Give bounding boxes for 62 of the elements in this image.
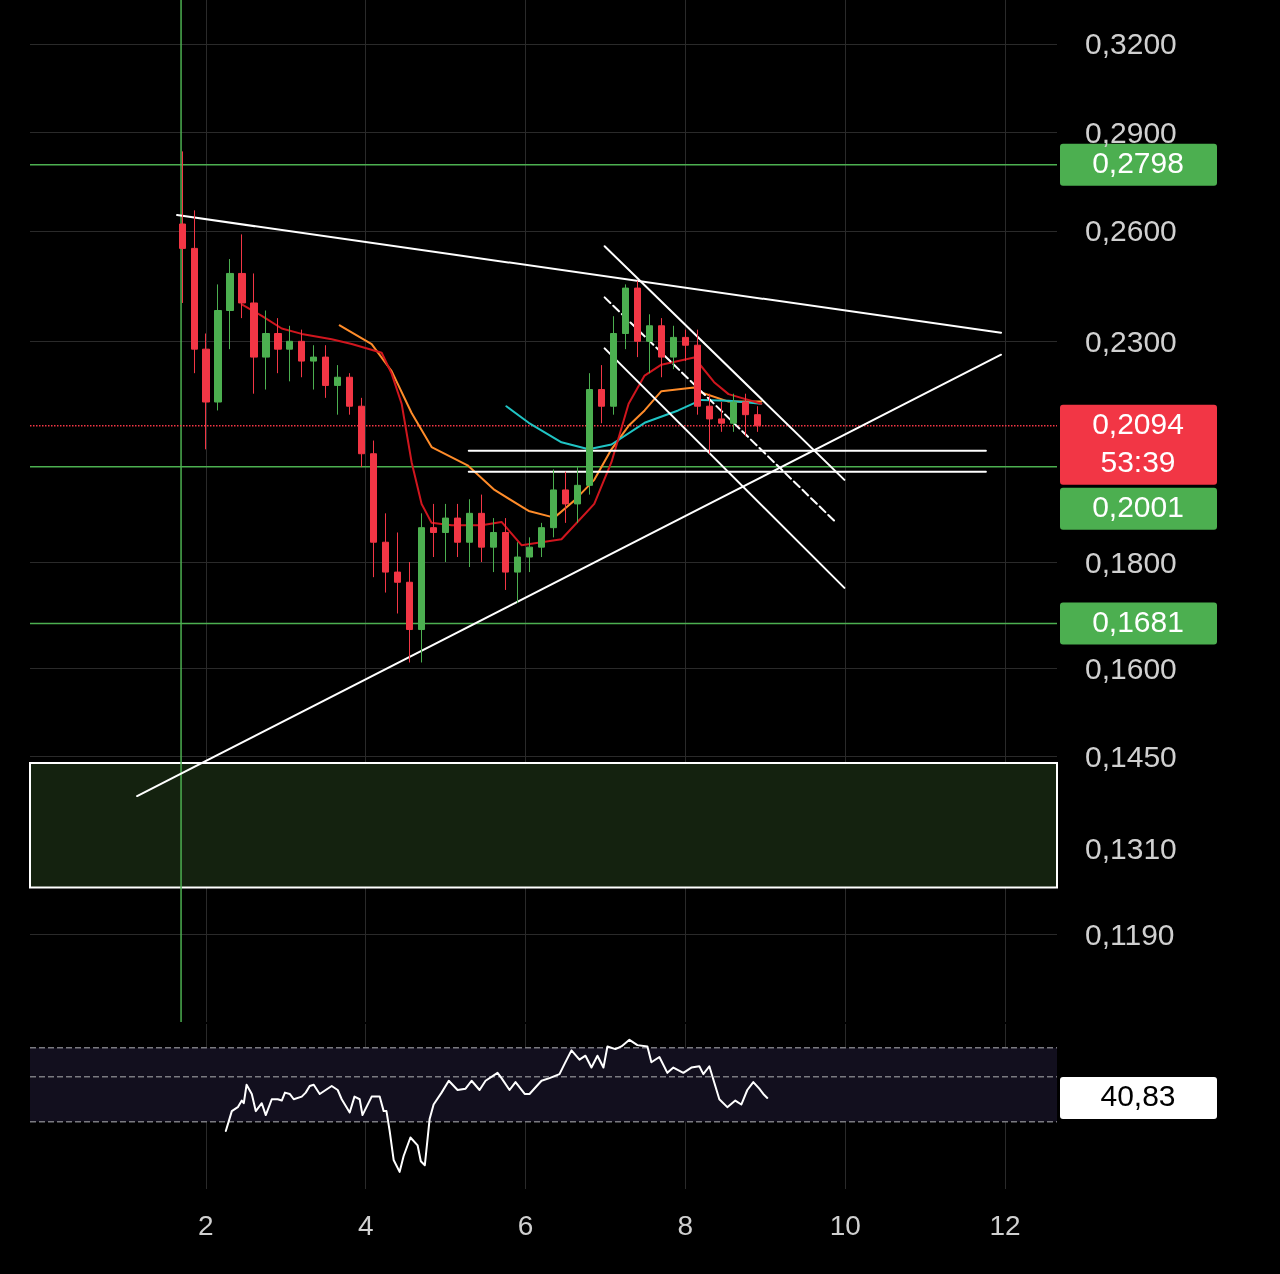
candlestick (250, 272, 258, 395)
x-tick-label: 10 (829, 1209, 861, 1241)
candlestick (730, 393, 737, 433)
x-tick-label: 8 (677, 1209, 694, 1241)
candlestick (179, 150, 186, 304)
x-tick-label: 2 (198, 1209, 214, 1241)
candlestick (298, 329, 305, 378)
line-series (338, 324, 763, 519)
candlestick (694, 329, 701, 416)
candlestick (610, 315, 617, 416)
candlestick (478, 494, 485, 563)
candlestick (550, 468, 557, 538)
text: 53:39 (1100, 445, 1176, 479)
candlestick (382, 512, 389, 594)
candlestick (490, 517, 497, 573)
y-tick-label: 0,3200 (1085, 27, 1177, 61)
ref-line-label: 0,1681 (1092, 605, 1184, 639)
candlestick (274, 317, 282, 374)
candlestick (562, 471, 569, 524)
candlestick (466, 498, 473, 568)
candlestick (646, 313, 653, 374)
candlestick (670, 325, 677, 370)
x-tick-label: 6 (517, 1209, 534, 1241)
ref-line-label: 0,2001 (1092, 490, 1184, 524)
candlestick (526, 536, 533, 573)
candlestick (191, 209, 198, 374)
candlestick (334, 364, 341, 416)
line-series (505, 398, 763, 451)
candlestick (394, 532, 401, 614)
y-tick-label: 0,1600 (1085, 651, 1177, 685)
text: 40,83 (1100, 1079, 1176, 1113)
candlestick (622, 283, 629, 350)
candlestick (322, 344, 329, 399)
candlestick (310, 344, 317, 391)
candlestick (430, 503, 437, 558)
candlestick (262, 310, 270, 391)
candlestick (682, 329, 689, 362)
candlestick (406, 561, 413, 663)
candlestick (598, 364, 605, 424)
candlestick (658, 317, 665, 378)
candlestick (442, 503, 449, 563)
ref-line-label: 0,2094 (1092, 407, 1184, 441)
x-tick-label: 12 (989, 1209, 1021, 1241)
y-tick-label: 0,1310 (1085, 831, 1177, 865)
y-tick-label: 0,1190 (1085, 918, 1175, 952)
y-tick-label: 0,1450 (1085, 740, 1177, 774)
candlestick (514, 541, 521, 604)
candlestick (286, 325, 293, 382)
candlestick (370, 440, 377, 578)
line-series (240, 303, 763, 547)
candlestick (226, 258, 234, 350)
candlestick (502, 517, 509, 591)
candlestick (214, 283, 222, 411)
y-tick-label: 0,2300 (1085, 324, 1177, 358)
y-tick-label: 0,2600 (1085, 214, 1177, 248)
candlestick (238, 233, 246, 319)
candlestick (346, 372, 353, 416)
y-tick-label: 0,1800 (1085, 545, 1177, 579)
candlestick (634, 280, 641, 358)
x-tick-label: 4 (357, 1209, 374, 1241)
candlestick (454, 503, 461, 558)
candlestick (538, 522, 545, 558)
